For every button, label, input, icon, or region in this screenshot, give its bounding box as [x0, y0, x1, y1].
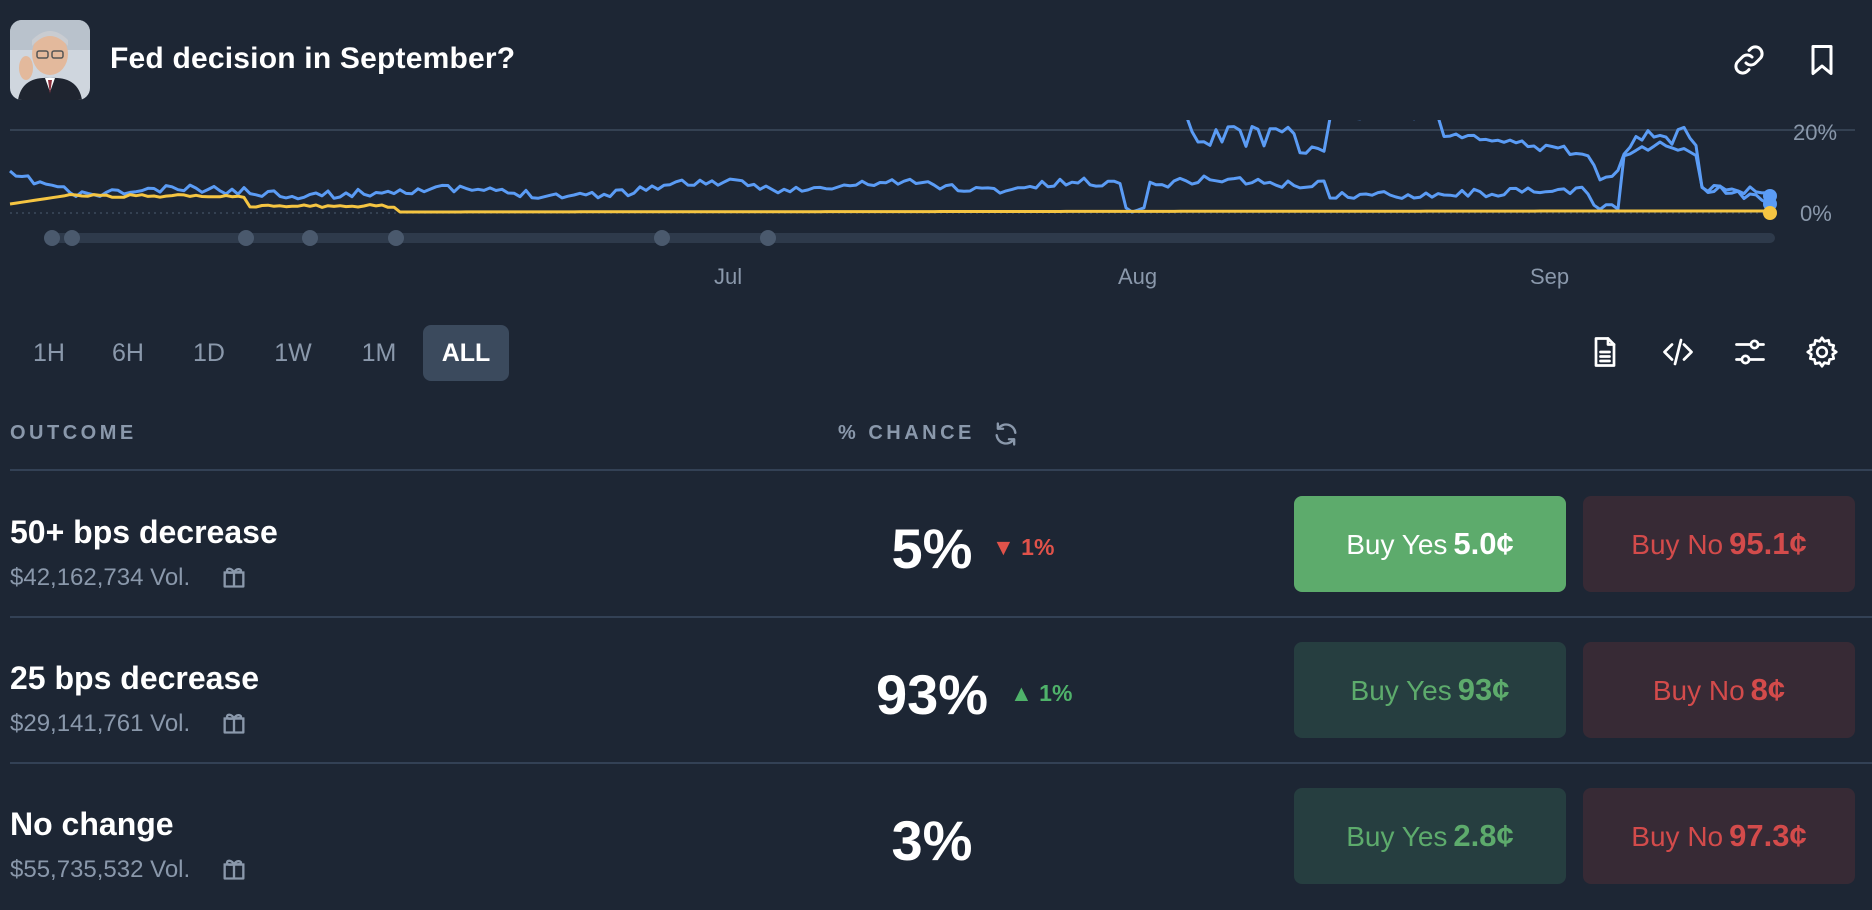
buy-no-price: 95.1¢	[1729, 526, 1807, 561]
chance-change-value: 1%	[1021, 534, 1055, 560]
outcome-name: 25 bps decrease	[10, 660, 260, 696]
gift-icon[interactable]	[220, 708, 248, 736]
chart-series-line	[1186, 120, 1771, 206]
bookmark-icon[interactable]	[1804, 42, 1840, 78]
range-1w[interactable]: 1W	[274, 339, 312, 367]
refresh-icon[interactable]	[992, 420, 1020, 448]
buy-no-button[interactable]: Buy No 97.3¢	[1583, 788, 1855, 884]
code-icon[interactable]	[1660, 334, 1696, 370]
buy-no-button[interactable]: Buy No 8¢	[1583, 642, 1855, 738]
outcome-volume: $55,735,532 Vol.	[10, 856, 191, 883]
buy-yes-button[interactable]: Buy Yes 93¢	[1294, 642, 1566, 738]
market-header: Fed decision in September?	[0, 0, 1872, 120]
divider	[10, 616, 1872, 618]
outcome-row: No change $55,735,532 Vol. 3% Buy Yes 2.8…	[0, 766, 1872, 910]
buy-no-label: Buy No	[1652, 675, 1745, 706]
timeline-marker	[64, 230, 80, 246]
range-1m[interactable]: 1M	[361, 339, 397, 367]
gift-icon[interactable]	[220, 854, 248, 882]
chance-change-value: 1%	[1039, 680, 1073, 706]
range-1h[interactable]: 1H	[33, 339, 65, 367]
gift-icon[interactable]	[220, 562, 248, 590]
range-1d[interactable]: 1D	[193, 339, 225, 367]
chart-series-line	[9, 193, 1772, 215]
timeline-marker	[238, 230, 254, 246]
outcome-name: 50+ bps decrease	[10, 514, 278, 550]
buy-yes-label: Buy Yes	[1346, 529, 1448, 560]
divider	[10, 469, 1872, 471]
range-all[interactable]: ALL	[423, 325, 509, 381]
chart-timeline-track	[45, 233, 1775, 243]
outcome-volume: $42,162,734 Vol.	[10, 564, 191, 591]
buy-yes-price: 93¢	[1457, 672, 1510, 707]
buy-no-label: Buy No	[1631, 529, 1724, 560]
outcome-chance: 5%	[891, 517, 973, 580]
column-header-outcome: OUTCOME	[10, 422, 137, 444]
document-icon[interactable]	[1587, 334, 1623, 370]
x-tick-label: Sep	[1530, 264, 1569, 289]
link-icon[interactable]	[1731, 42, 1767, 78]
y-tick-label: 0%	[1800, 201, 1832, 226]
buy-no-price: 8¢	[1750, 672, 1786, 707]
buy-yes-label: Buy Yes	[1346, 821, 1448, 852]
timeline-marker	[654, 230, 670, 246]
outcome-name: No change	[10, 806, 174, 842]
outcome-row: 25 bps decrease $29,141,761 Vol. 93% ▲ 1…	[0, 620, 1872, 764]
buy-yes-price: 5.0¢	[1453, 526, 1514, 561]
timeline-marker	[388, 230, 404, 246]
market-avatar	[10, 20, 90, 100]
outcome-volume: $29,141,761 Vol.	[10, 710, 191, 737]
chance-change-up: ▲ 1%	[1010, 680, 1072, 707]
column-header-chance: % CHANCE	[838, 422, 975, 444]
series-end-dot	[1763, 206, 1777, 220]
chart-series-line	[9, 140, 1772, 214]
buy-no-price: 97.3¢	[1729, 818, 1807, 853]
price-chart: 20% 0% Jul Aug Sep	[0, 120, 1872, 290]
timeline-marker	[760, 230, 776, 246]
sliders-icon[interactable]	[1732, 334, 1768, 370]
buy-yes-label: Buy Yes	[1350, 675, 1452, 706]
outcome-chance: 93%	[875, 663, 989, 726]
buy-yes-button[interactable]: Buy Yes 2.8¢	[1294, 788, 1566, 884]
timeline-marker	[302, 230, 318, 246]
x-tick-label: Jul	[714, 264, 742, 289]
x-tick-label: Aug	[1118, 264, 1157, 289]
market-title: Fed decision in September?	[110, 42, 516, 75]
outcome-chance: 3%	[891, 809, 973, 872]
outcome-row: 50+ bps decrease $42,162,734 Vol. 5% ▼ 1…	[0, 474, 1872, 618]
divider	[10, 762, 1872, 764]
gear-icon[interactable]	[1804, 334, 1840, 370]
y-tick-label: 20%	[1793, 120, 1837, 145]
range-6h[interactable]: 6H	[112, 339, 144, 367]
chance-change-down: ▼ 1%	[992, 534, 1054, 561]
timeline-marker	[44, 230, 60, 246]
triangle-down-icon: ▼	[992, 534, 1015, 560]
buy-yes-button[interactable]: Buy Yes 5.0¢	[1294, 496, 1566, 592]
triangle-up-icon: ▲	[1010, 680, 1033, 706]
buy-no-label: Buy No	[1631, 821, 1724, 852]
buy-yes-price: 2.8¢	[1453, 818, 1514, 853]
buy-no-button[interactable]: Buy No 95.1¢	[1583, 496, 1855, 592]
